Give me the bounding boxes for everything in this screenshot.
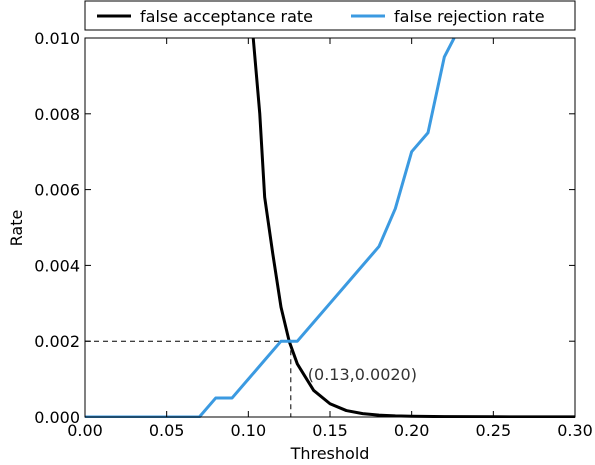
y-axis-title: Rate: [7, 210, 26, 247]
x-tick-label: 0.20: [394, 421, 430, 440]
x-tick-label: 0.10: [231, 421, 267, 440]
legend: false acceptance rate false rejection rat…: [84, 0, 576, 31]
axes-frame: [84, 37, 576, 418]
legend-entry-frr-label: false rejection rate: [394, 7, 545, 26]
axes-frame-group: [84, 37, 576, 418]
annotation-label: (0.13,0.0020): [308, 365, 417, 384]
x-tick-label: 0.30: [557, 421, 593, 440]
y-tick-label: 0.006: [34, 181, 80, 200]
frr-series-line: [85, 37, 456, 418]
plot-marks: (0.13,0.0020): [85, 37, 575, 418]
y-tick-label: 0.004: [34, 256, 80, 275]
axis-ticks: 0.00 0.05 0.10 0.15 0.20 0.25 0.30 0.000 0.002 0.…: [34, 29, 593, 440]
y-tick-label: 0.000: [34, 408, 80, 427]
x-tick-label: 0.05: [149, 421, 185, 440]
y-tick-label: 0.002: [34, 332, 80, 351]
legend-entry-far-label: false acceptance rate: [140, 7, 313, 26]
legend-box: [84, 0, 576, 31]
x-axis-title: Threshold: [290, 444, 370, 463]
y-tick-label: 0.008: [34, 105, 80, 124]
x-tick-label: 0.25: [476, 421, 512, 440]
x-tick-label: 0.15: [312, 421, 348, 440]
far-series-line: [251, 37, 575, 418]
x-tick-label: 0.00: [67, 421, 103, 440]
y-tick-label: 0.010: [34, 29, 80, 48]
